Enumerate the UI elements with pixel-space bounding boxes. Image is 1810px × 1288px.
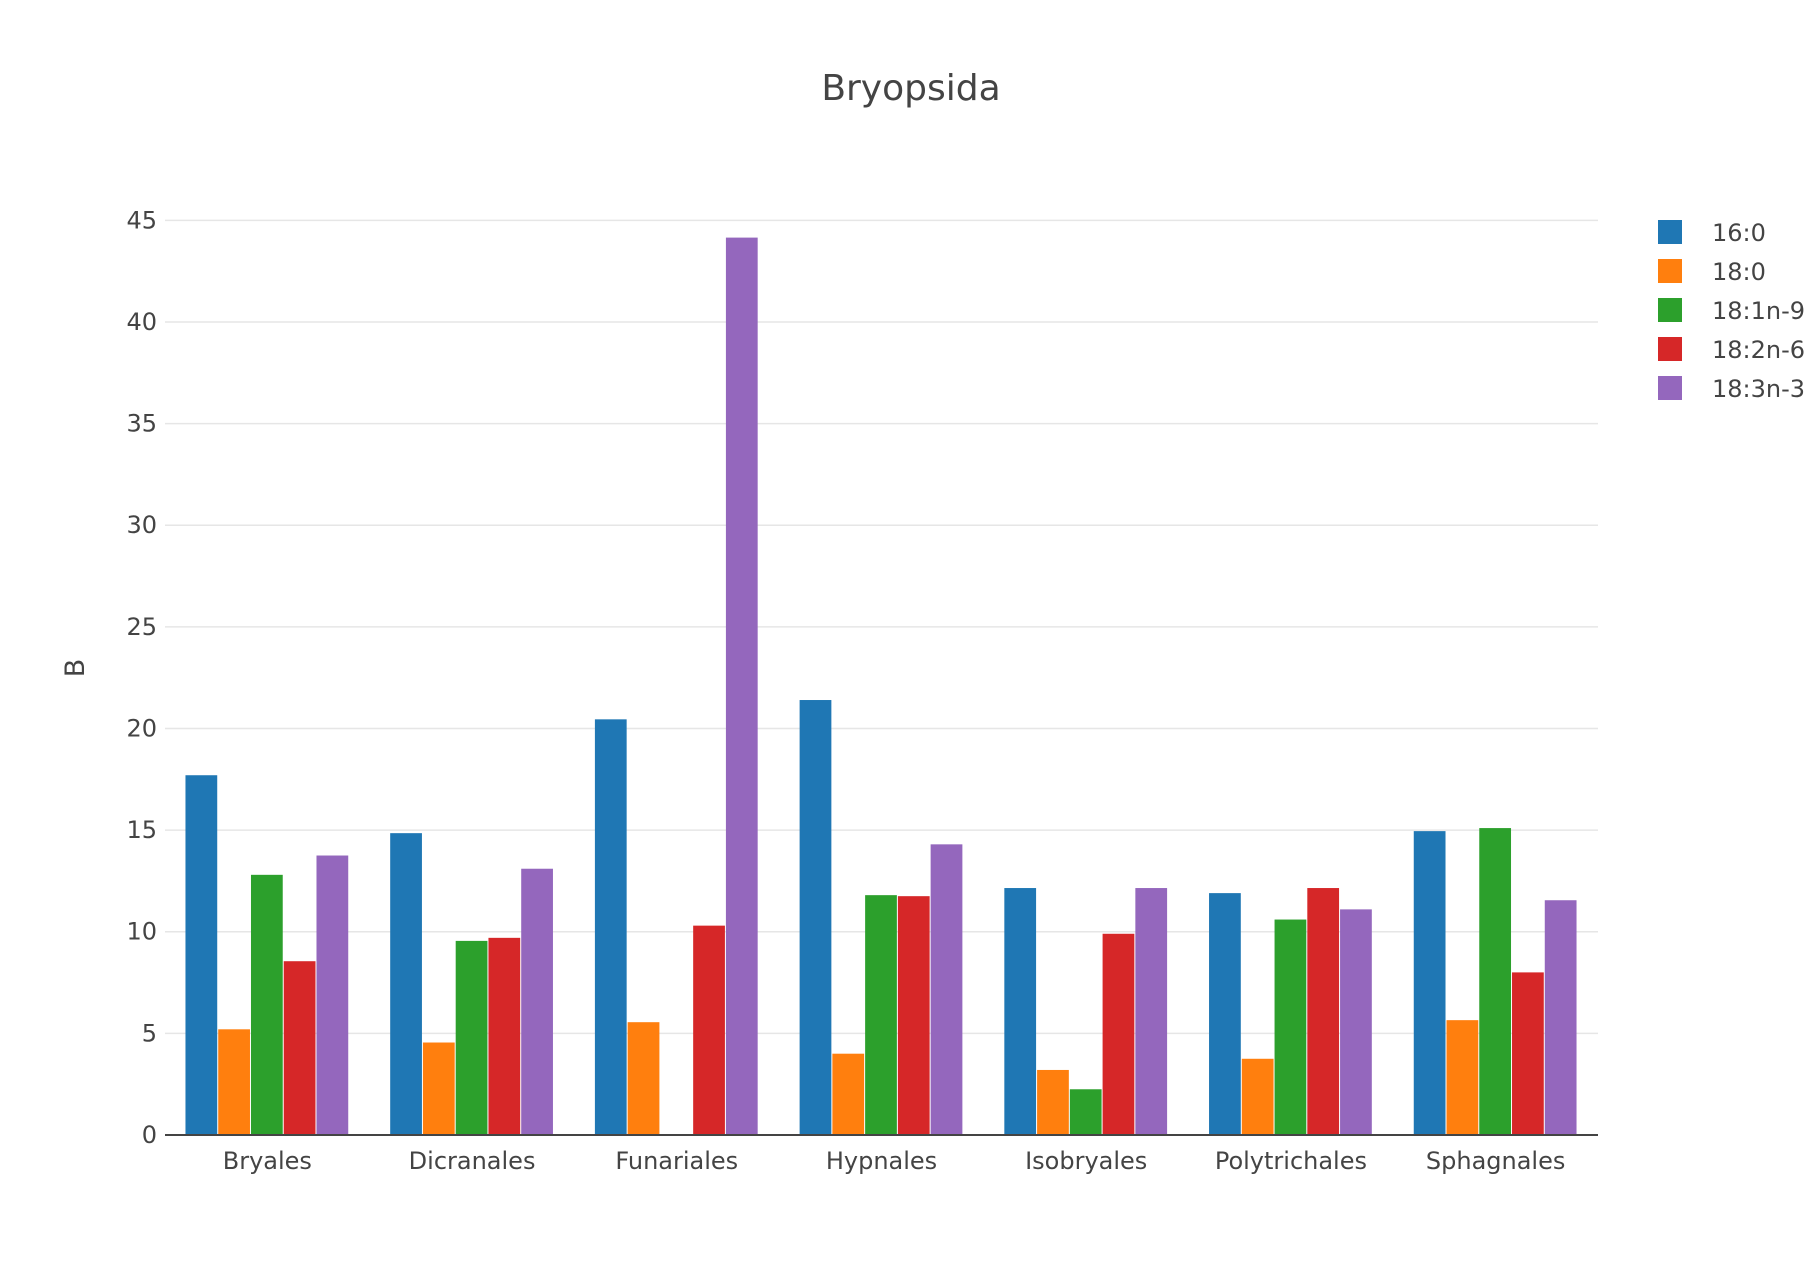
legend-swatch — [1658, 298, 1682, 322]
y-tick-label: 0 — [142, 1121, 157, 1149]
legend-swatch — [1658, 259, 1682, 283]
chart-title: Bryopsida — [821, 68, 1000, 109]
legend-swatch — [1658, 220, 1682, 244]
bar-polytrichales-2[interactable] — [1274, 919, 1307, 1135]
bar-sphagnales-1[interactable] — [1446, 1020, 1479, 1135]
y-tick-label: 40 — [126, 308, 157, 336]
bar-polytrichales-0[interactable] — [1209, 893, 1241, 1135]
legend-label: 16:0 — [1712, 219, 1766, 247]
bar-bryales-3[interactable] — [283, 961, 316, 1135]
bar-polytrichales-3[interactable] — [1307, 888, 1340, 1135]
legend-item[interactable]: 16:0 — [1658, 219, 1766, 247]
bar-hypnales-2[interactable] — [865, 895, 897, 1135]
x-tick-label: Sphagnales — [1426, 1147, 1565, 1175]
x-tick-label: Isobryales — [1025, 1147, 1147, 1175]
y-tick-label: 30 — [126, 511, 157, 539]
bar-funariales-1[interactable] — [627, 1022, 660, 1135]
bar-bryales-2[interactable] — [250, 874, 283, 1135]
bar-funariales-0[interactable] — [594, 719, 627, 1135]
legend-label: 18:3n-3 — [1712, 375, 1805, 403]
bar-dicranales-3[interactable] — [488, 937, 521, 1135]
y-tick-label: 20 — [126, 714, 157, 742]
x-tick-label: Polytrichales — [1215, 1147, 1367, 1175]
legend-swatch — [1658, 376, 1682, 400]
x-tick-label: Funariales — [615, 1147, 738, 1175]
legend-item[interactable]: 18:2n-6 — [1658, 336, 1805, 364]
y-axis-ticks: 0 5 10 15 20 25 30 35 40 45 — [126, 206, 157, 1149]
bar-bryales-4[interactable] — [316, 855, 349, 1135]
y-tick-label: 35 — [126, 410, 157, 438]
bar-bryales-0[interactable] — [185, 775, 218, 1135]
bar-sphagnales-3[interactable] — [1512, 972, 1544, 1135]
bar-dicranales-4[interactable] — [521, 868, 553, 1135]
bar-bryales-1[interactable] — [218, 1029, 250, 1135]
bar-isobryales-0[interactable] — [1004, 888, 1037, 1135]
bar-sphagnales-0[interactable] — [1413, 831, 1446, 1135]
y-tick-label: 10 — [126, 918, 157, 946]
bar-funariales-4[interactable] — [725, 237, 758, 1135]
legend-item[interactable]: 18:0 — [1658, 258, 1766, 286]
x-axis-ticks: Bryales Dicranales Funariales Hypnales Isobr… — [223, 1147, 1566, 1175]
legend-swatch — [1658, 337, 1682, 361]
legend-label: 18:0 — [1712, 258, 1766, 286]
x-tick-label: Hypnales — [826, 1147, 937, 1175]
legend-label: 18:2n-6 — [1712, 336, 1805, 364]
bar-isobryales-4[interactable] — [1135, 888, 1168, 1135]
y-tick-label: 25 — [126, 613, 157, 641]
bar-polytrichales-1[interactable] — [1241, 1058, 1274, 1135]
bar-dicranales-2[interactable] — [455, 940, 488, 1135]
bar-isobryales-2[interactable] — [1069, 1089, 1102, 1135]
x-tick-label: Dicranales — [409, 1147, 536, 1175]
y-axis-title: B — [60, 659, 91, 678]
legend-item[interactable]: 18:3n-3 — [1658, 375, 1805, 403]
bar-dicranales-1[interactable] — [422, 1042, 455, 1135]
bar-sphagnales-2[interactable] — [1479, 828, 1512, 1135]
y-tick-label: 15 — [126, 816, 157, 844]
bar-polytrichales-4[interactable] — [1340, 909, 1372, 1135]
bar-hypnales-3[interactable] — [897, 896, 930, 1135]
bar-hypnales-0[interactable] — [799, 700, 832, 1135]
bar-hypnales-1[interactable] — [832, 1053, 865, 1135]
bar-hypnales-4[interactable] — [930, 844, 963, 1135]
bar-sphagnales-4[interactable] — [1544, 900, 1577, 1135]
legend-item[interactable]: 18:1n-9 — [1658, 297, 1805, 325]
bars — [185, 237, 1577, 1135]
legend[interactable]: 16:0 18:0 18:1n-9 18:2n-6 18:3n-3 — [1658, 219, 1805, 403]
legend-label: 18:1n-9 — [1712, 297, 1805, 325]
y-tick-label: 5 — [142, 1019, 157, 1047]
bar-isobryales-3[interactable] — [1102, 933, 1135, 1135]
y-tick-label: 45 — [126, 206, 157, 234]
x-tick-label: Bryales — [223, 1147, 312, 1175]
bar-funariales-3[interactable] — [693, 925, 725, 1135]
bar-dicranales-0[interactable] — [390, 833, 422, 1135]
bar-isobryales-1[interactable] — [1037, 1069, 1069, 1135]
